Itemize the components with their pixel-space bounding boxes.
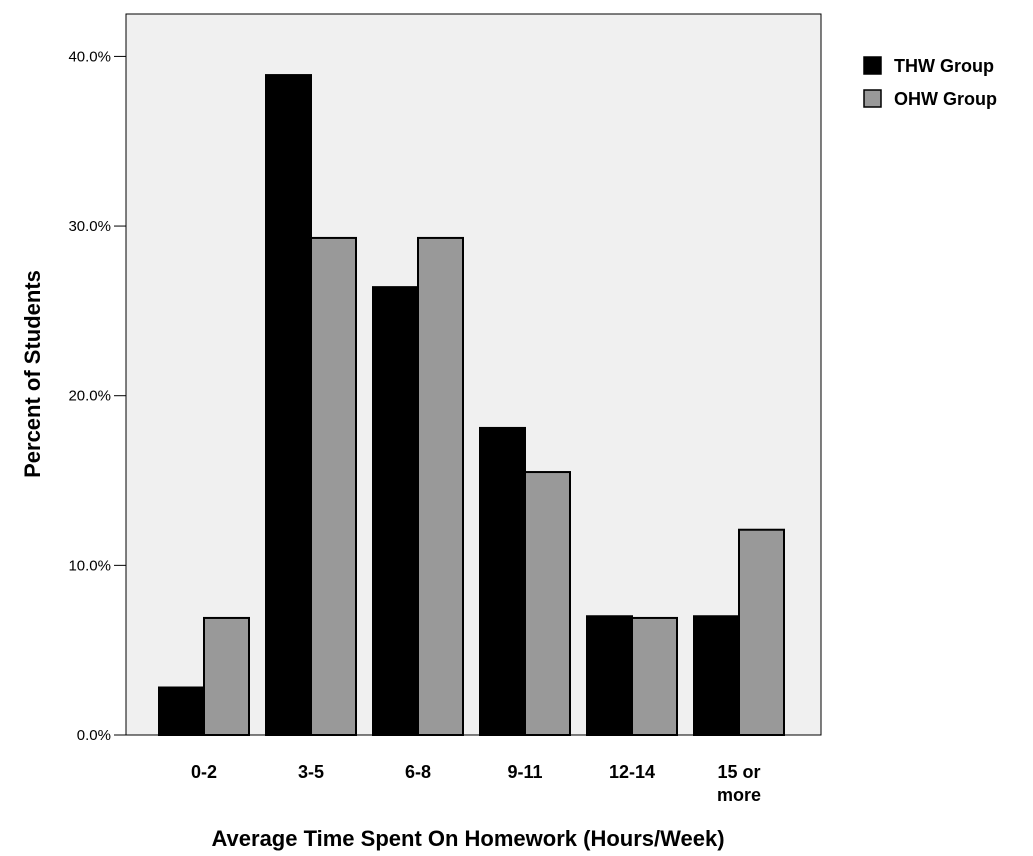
bar-ohw-group-3: [524, 471, 571, 736]
y-tick-label: 40.0%: [68, 48, 111, 65]
legend-swatch: [863, 56, 882, 75]
x-tick-label: more: [717, 785, 761, 805]
x-tick-label: 3-5: [298, 762, 324, 782]
y-tick-label: 0.0%: [77, 727, 111, 744]
x-axis: 0-2 3-5 6-8 9-11 12-14 15 or more: [191, 762, 761, 805]
x-tick-label: 9-11: [507, 762, 542, 782]
y-tick-label: 10.0%: [68, 557, 111, 574]
x-tick-label: 15 or: [717, 762, 760, 782]
y-tick-label: 20.0%: [68, 388, 111, 405]
bar-thw-group-1: [265, 74, 312, 737]
bar-thw-group-4: [586, 615, 633, 737]
y-axis-title: Percent of Students: [20, 270, 45, 478]
x-tick-label: 6-8: [405, 762, 431, 782]
bar-ohw-group-2: [417, 236, 464, 736]
legend-label: OHW Group: [894, 89, 997, 109]
legend-label: THW Group: [894, 56, 994, 76]
plot-area: [125, 13, 822, 736]
x-tick-label: 12-14: [609, 762, 655, 782]
legend: THW Group OHW Group: [863, 56, 997, 109]
bar-thw-group-5: [693, 615, 740, 737]
bar-ohw-group-5: [738, 528, 785, 736]
bar-thw-group-3: [479, 426, 526, 736]
bar-thw-group-0: [158, 686, 205, 737]
bar-thw-group-2: [372, 286, 419, 736]
x-axis-title: Average Time Spent On Homework (Hours/We…: [211, 826, 724, 851]
legend-swatch: [863, 89, 882, 108]
bar-ohw-group-4: [631, 616, 678, 737]
x-tick-label: 0-2: [191, 762, 217, 782]
bar-ohw-group-0: [203, 616, 250, 737]
bar-ohw-group-1: [310, 236, 357, 736]
y-tick-label: 30.0%: [68, 218, 111, 235]
y-axis: 0.0% 10.0% 20.0% 30.0% 40.0%: [68, 48, 126, 744]
bars: [158, 74, 785, 737]
